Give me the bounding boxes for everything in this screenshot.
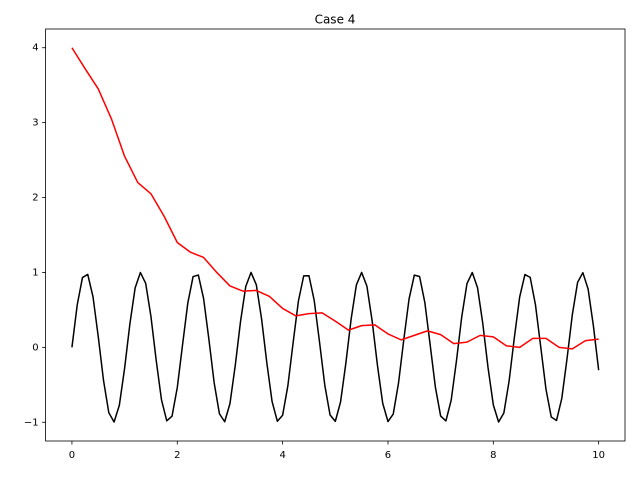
y-tick-label: 0 bbox=[32, 342, 38, 353]
line bbox=[71, 271, 600, 423]
x-tick-label: 6 bbox=[385, 450, 391, 461]
y-tick-label: 1 bbox=[32, 267, 38, 278]
y-tick-label: 2 bbox=[32, 193, 38, 204]
x-tick-label: 10 bbox=[592, 450, 605, 461]
y-tick-label: −1 bbox=[24, 417, 39, 428]
line bbox=[71, 47, 599, 350]
x-tick-label: 4 bbox=[279, 450, 285, 461]
x-tick-label: 8 bbox=[490, 450, 496, 461]
y-tick-label: 4 bbox=[32, 43, 38, 54]
chart-title: Case 4 bbox=[315, 13, 356, 27]
x-tick-label: 0 bbox=[69, 450, 75, 461]
y-tick-label: 3 bbox=[32, 118, 38, 129]
plot-frame bbox=[45, 28, 626, 442]
x-tick-label: 2 bbox=[174, 450, 180, 461]
